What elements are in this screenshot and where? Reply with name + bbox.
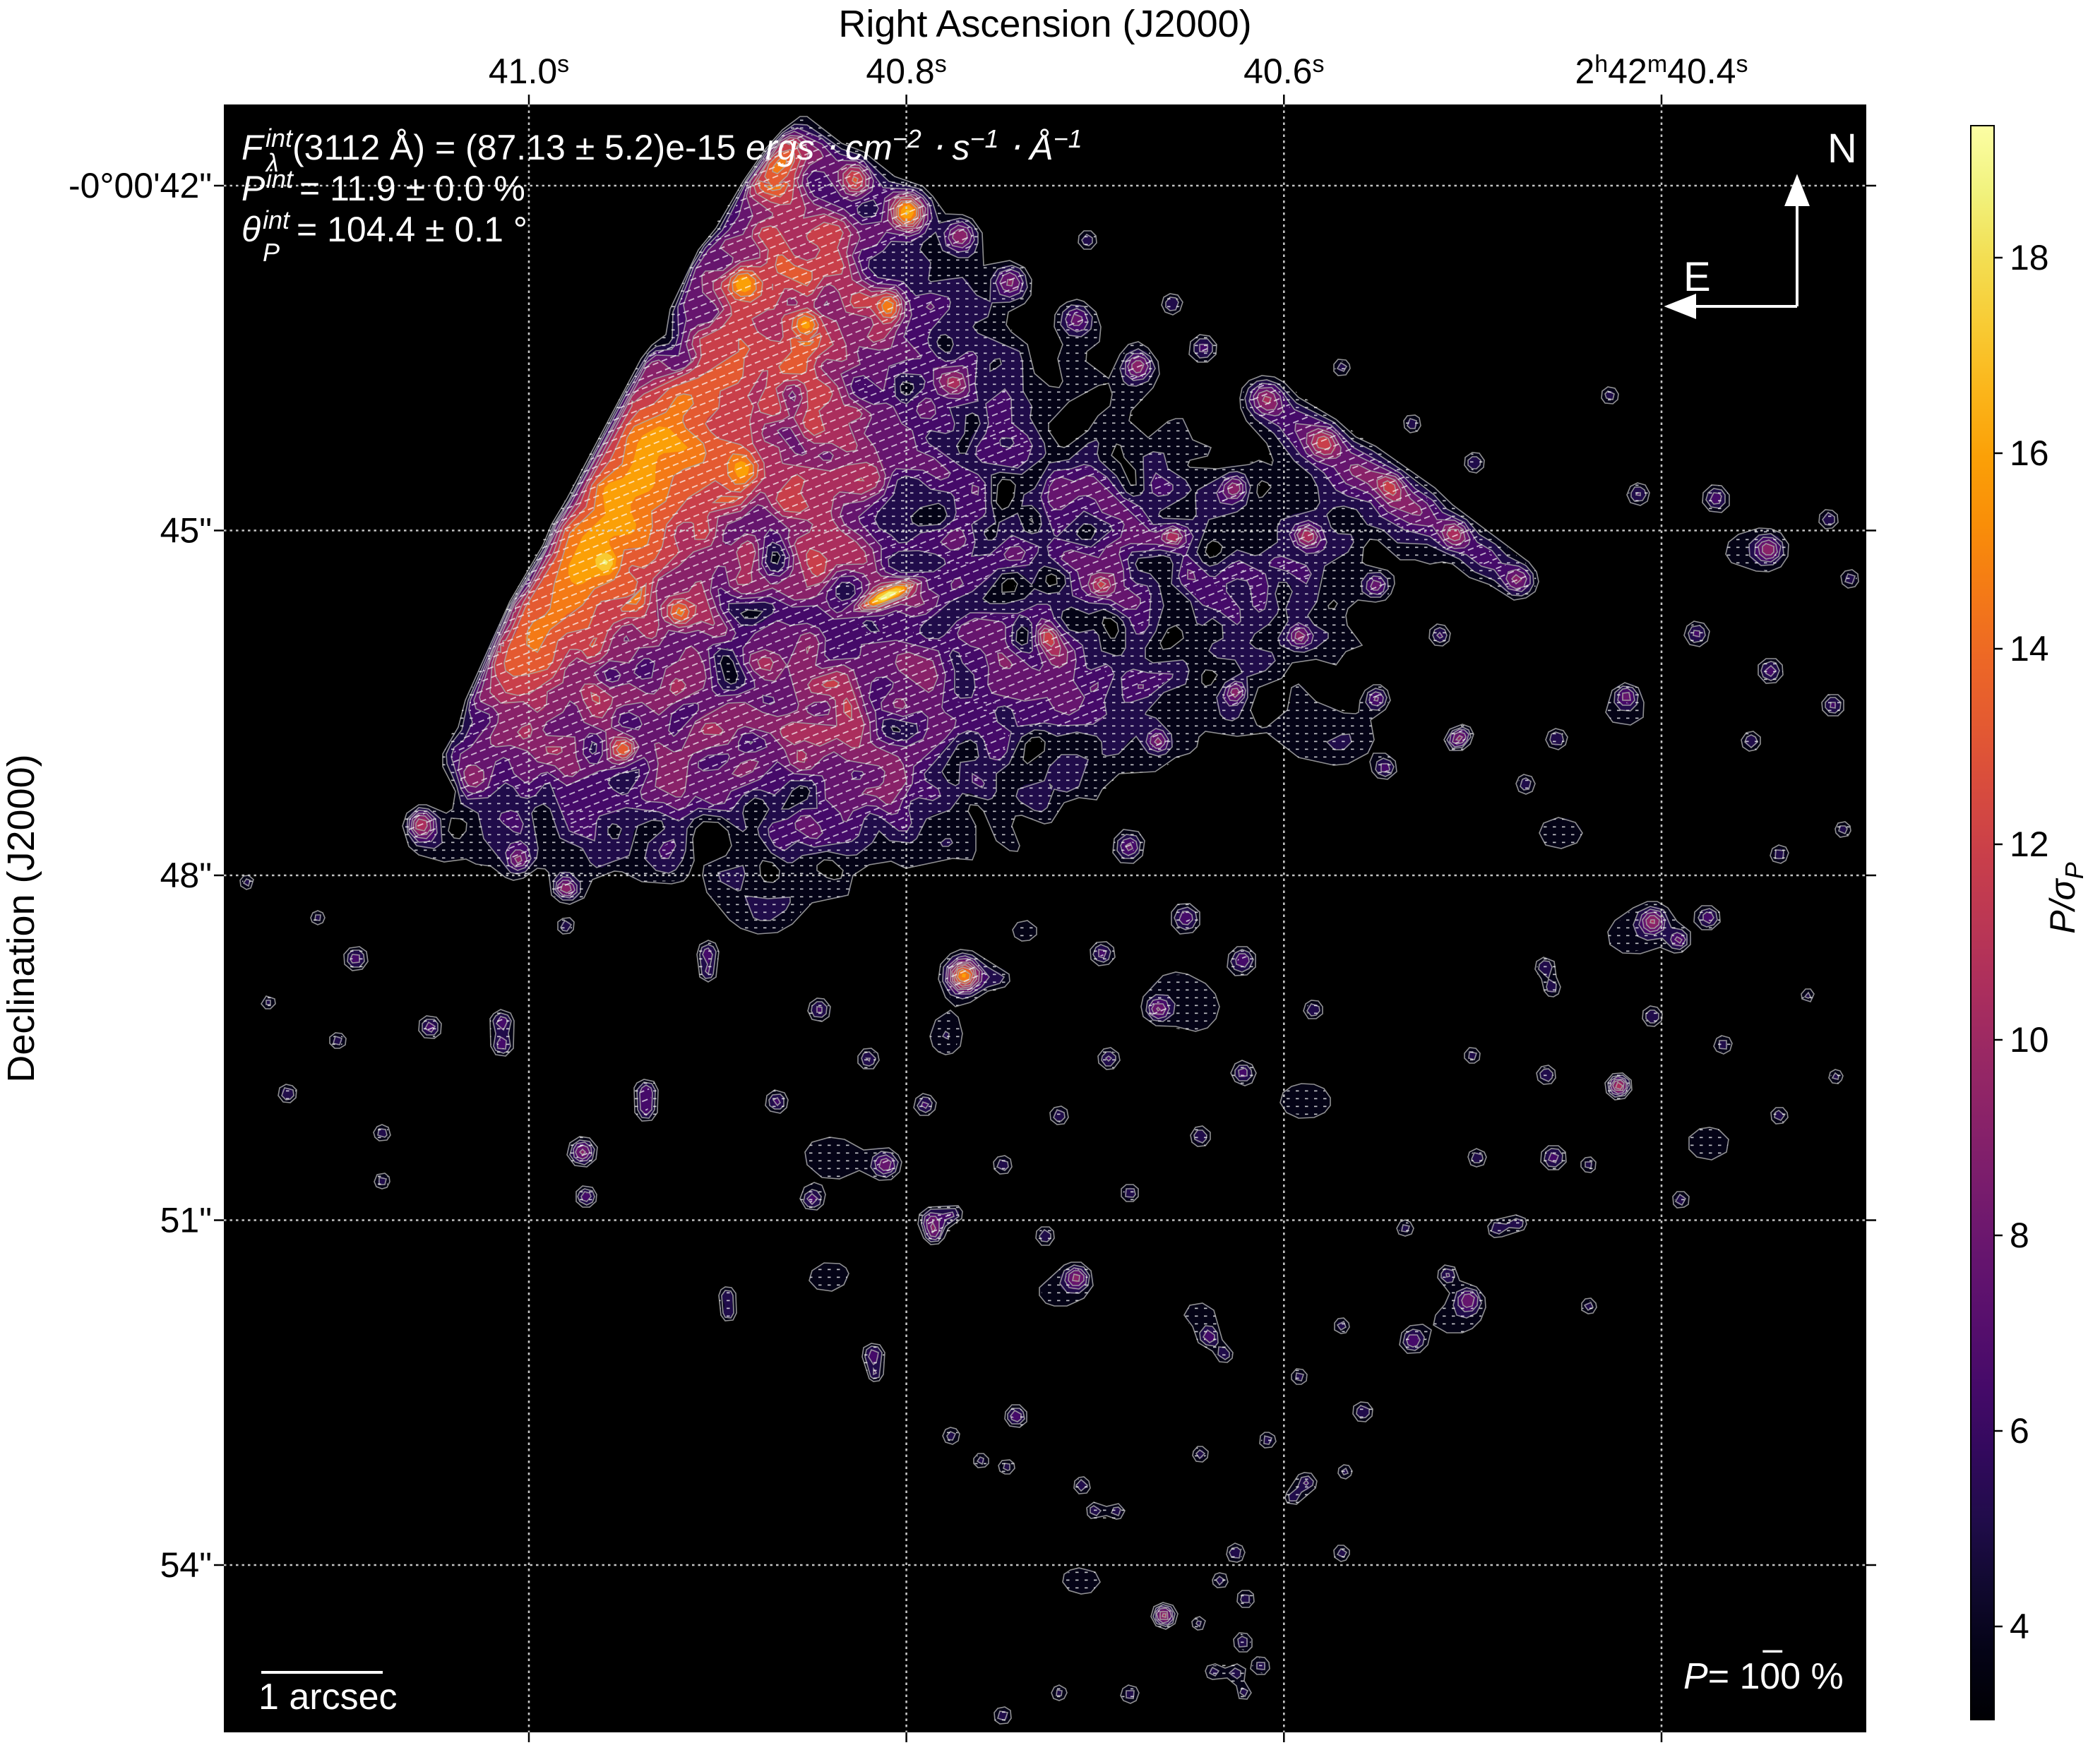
svg-text:12: 12 (2010, 825, 2049, 864)
svg-text:Right Ascension (J2000): Right Ascension (J2000) (838, 3, 1251, 45)
svg-text:40.6s: 40.6s (1243, 51, 1324, 91)
svg-text:(3112 Å) = (87.13 ± 5.2)e-15 e: (3112 Å) = (87.13 ± 5.2)e-15 ergs ⋅ cm−2… (292, 124, 1082, 167)
svg-text:int: int (266, 164, 294, 193)
svg-text:6: 6 (2010, 1411, 2029, 1451)
svg-text:F: F (241, 128, 265, 167)
svg-text:N: N (1827, 126, 1857, 172)
svg-text:P: P (263, 238, 280, 267)
svg-text:10: 10 (2010, 1020, 2049, 1060)
svg-text:int: int (263, 205, 291, 234)
svg-text:40.8s: 40.8s (866, 51, 946, 91)
svg-text:Declination (J2000): Declination (J2000) (0, 754, 42, 1082)
svg-text:18: 18 (2010, 238, 2049, 277)
svg-text:P: P (241, 169, 266, 208)
svg-text:14: 14 (2010, 629, 2049, 669)
svg-text:λ: λ (265, 148, 279, 177)
svg-text:45": 45" (160, 511, 212, 551)
svg-text:= 11.9 ± 0.0 %: = 11.9 ± 0.0 % (299, 169, 525, 208)
svg-text:= 104.4 ± 0.1 °: = 104.4 ± 0.1 ° (297, 210, 527, 249)
svg-text:41.0s: 41.0s (489, 51, 569, 91)
svg-text:P/σP: P/σP (2043, 862, 2089, 933)
svg-text:51": 51" (160, 1201, 212, 1240)
svg-text:1 arcsec: 1 arcsec (258, 1677, 398, 1718)
svg-text:54": 54" (160, 1545, 212, 1585)
svg-text:2h42m40.4s: 2h42m40.4s (1575, 51, 1748, 91)
svg-text:int: int (266, 124, 294, 152)
svg-text:-0°00'42": -0°00'42" (68, 166, 212, 205)
svg-text:4: 4 (2010, 1607, 2029, 1646)
svg-text:48": 48" (160, 856, 212, 895)
svg-text:E: E (1683, 254, 1711, 300)
svg-text:θ: θ (241, 210, 261, 249)
svg-text:8: 8 (2010, 1216, 2029, 1255)
svg-text:16: 16 (2010, 433, 2049, 473)
